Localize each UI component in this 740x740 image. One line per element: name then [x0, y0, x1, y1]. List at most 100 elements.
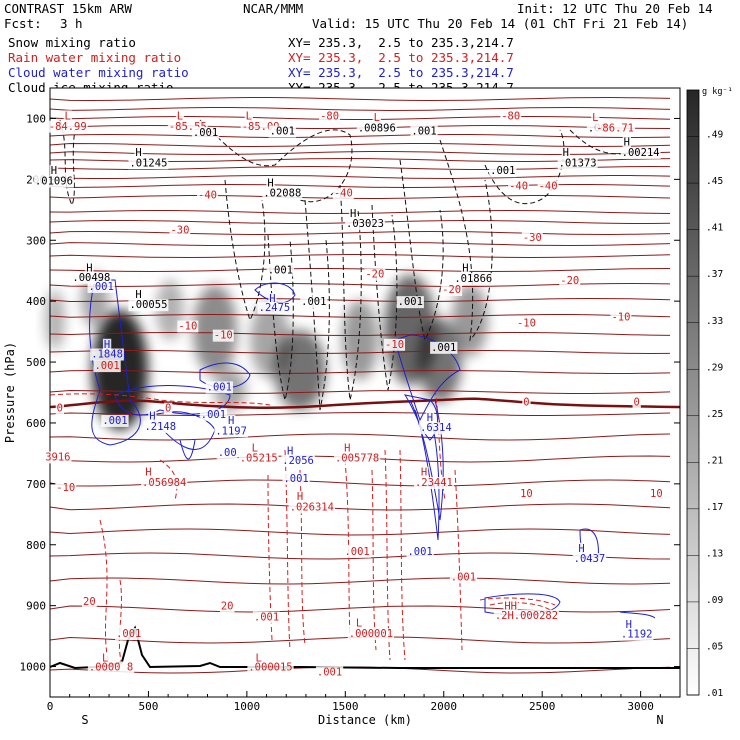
- contour-annotation: H: [149, 411, 155, 423]
- contour-annotation: -10: [385, 339, 404, 351]
- contour-annotation: -20: [365, 269, 384, 281]
- contour-annotation-background: [537, 180, 559, 193]
- contour-annotation-background: [214, 425, 248, 438]
- contour-annotation: .001: [89, 281, 114, 293]
- contour-annotation-background: [144, 466, 153, 479]
- contour-annotation-background: [82, 595, 97, 608]
- snow-contour: [59, 119, 76, 207]
- contour-annotation-background: [591, 112, 600, 125]
- contour-annotation: 0: [57, 403, 63, 415]
- temperature-isotherm: [49, 195, 671, 200]
- contour-annotation-background: [87, 280, 115, 293]
- contour-annotation-background: [101, 414, 129, 427]
- colorbar-tick-label: .29: [706, 362, 723, 373]
- contour-annotation-background: [519, 487, 534, 500]
- contour-annotation: H: [269, 293, 275, 305]
- contour-annotation-background: [216, 447, 238, 460]
- contour-annotation-background: [199, 408, 228, 421]
- contour-annotation-background: [610, 311, 632, 324]
- contour-annotation: .001: [317, 666, 342, 678]
- contour-annotation: .001: [301, 296, 326, 308]
- contour-annotation: 10: [650, 488, 663, 500]
- colorbar-unit: g kg⁻¹: [702, 87, 733, 97]
- contour-annotation-background: [71, 271, 112, 284]
- contour-annotation-background: [489, 165, 517, 178]
- contour-annotation: -80: [501, 110, 520, 122]
- contour-annotation: L: [252, 442, 258, 454]
- contour-annotation-background: [33, 175, 74, 188]
- contour-annotation: .00498: [72, 272, 110, 284]
- contour-annotation: -10: [178, 321, 197, 333]
- temperature-isotherm: [49, 503, 671, 511]
- contour-annotation-background: [115, 628, 143, 641]
- contour-annotation: L: [102, 652, 108, 664]
- temperature-isotherm: [49, 115, 671, 120]
- x-tick-label: 2500: [529, 700, 556, 713]
- temperature-isotherm: [49, 254, 671, 259]
- contour-annotation: -40: [334, 188, 353, 200]
- temperature-isotherm: [49, 605, 671, 613]
- contour-annotation-background: [148, 410, 157, 423]
- contour-annotation-background: [134, 146, 143, 159]
- rain-water-contour: [159, 459, 178, 501]
- contour-annotation-background: [649, 487, 664, 500]
- colorbar-tick-label: .09: [706, 595, 723, 606]
- contour-annotation-background: [561, 146, 570, 159]
- contour-annotation-background: [419, 466, 429, 479]
- contour-annotation: .001: [451, 571, 476, 583]
- contour-annotation-background: [134, 288, 143, 301]
- contour-annotation-background: [503, 600, 519, 613]
- contour-annotation-background: [219, 600, 235, 613]
- contour-annotation-background: [281, 455, 315, 468]
- colorbar-tick-label: .21: [706, 455, 723, 466]
- contour-annotation: H: [104, 339, 110, 351]
- contour-annotation-background: [63, 110, 72, 123]
- temperature-isotherm: [49, 389, 671, 395]
- contour-annotation-background: [419, 422, 453, 435]
- valid-time: Valid: 15 UTC Thu 20 Feb 14 (01 ChT Fri …: [312, 16, 689, 31]
- x-tick-label: 1500: [332, 700, 359, 713]
- contour-annotation-background: [141, 477, 188, 490]
- contour-annotation-background: [319, 110, 341, 123]
- colorbar: [686, 89, 700, 696]
- contour-annotation: H: [624, 137, 630, 149]
- colorbar-tick-label: .25: [706, 409, 723, 420]
- contour-annotation-background: [632, 396, 641, 409]
- snow-contour: [304, 199, 330, 411]
- contour-annotation: L: [246, 110, 252, 122]
- contour-annotation-background: [315, 666, 344, 679]
- colorbar-tick-label: .49: [706, 130, 723, 141]
- contour-annotation: -84.99: [49, 121, 87, 133]
- legend-snow-xy: XY= 235.3, 2.5 to 235.3,214.7: [288, 35, 514, 50]
- contour-annotation-background: [557, 157, 598, 170]
- cloud-water-contour: [619, 611, 656, 619]
- contour-annotation: -20: [442, 284, 461, 296]
- contour-annotation: 0: [634, 397, 640, 409]
- contour-annotation: -20: [560, 275, 579, 287]
- legend-cloud-water-label: Cloud water mixing ratio: [8, 65, 189, 80]
- contour-annotation-background: [500, 110, 522, 123]
- contour-annotation: .026314: [290, 501, 334, 513]
- temperature-isotherm: [49, 369, 671, 375]
- contour-annotation-background: [268, 125, 296, 138]
- contour-annotation-background: [345, 218, 385, 231]
- contour-annotation: H: [228, 415, 234, 427]
- contour-annotation: .001: [201, 409, 226, 421]
- contour-annotation: H: [267, 177, 273, 189]
- snow-contour: [399, 159, 444, 342]
- y-axis-title: Pressure (hPa): [3, 342, 17, 443]
- contour-annotation-background: [332, 187, 354, 200]
- temperature-isotherm: [49, 552, 671, 560]
- contour-annotation-background: [44, 451, 72, 464]
- contour-annotation-background: [343, 545, 371, 558]
- contour-annotation-background: [577, 542, 586, 555]
- y-tick-label: 400: [26, 295, 46, 308]
- contour-annotation-background: [453, 273, 494, 286]
- contour-annotation: L: [374, 112, 380, 124]
- temperature-isotherm: [49, 209, 671, 215]
- contour-annotation: -10: [611, 311, 630, 323]
- contour-annotation: .001: [407, 546, 432, 558]
- mixing-ratio-shade: [342, 300, 378, 380]
- y-tick-label: 500: [26, 356, 46, 369]
- contour-annotation: H: [462, 263, 468, 275]
